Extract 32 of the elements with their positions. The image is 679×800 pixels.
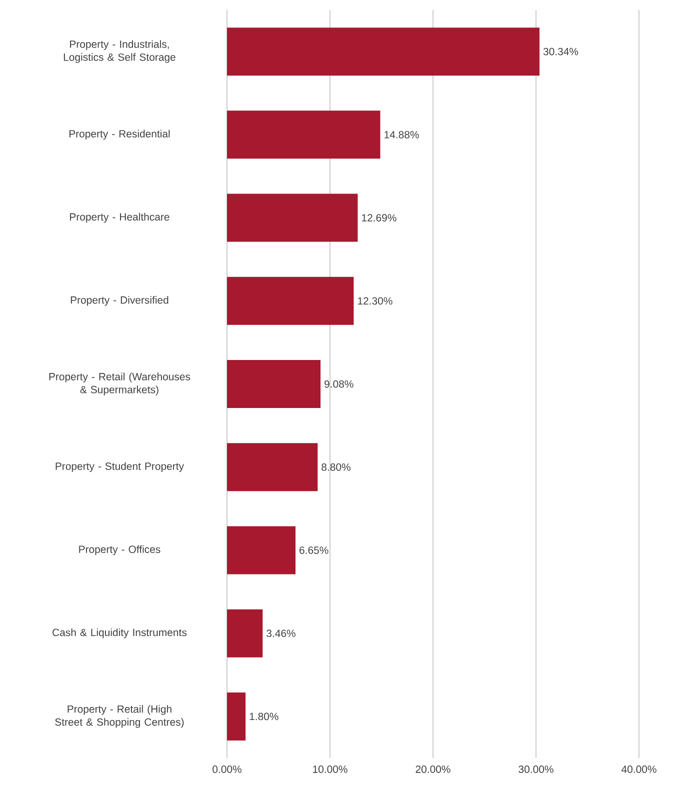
data-label: 9.08% <box>324 380 354 388</box>
data-label: 12.30% <box>358 297 392 305</box>
x-tick-label: 40.00% <box>622 766 656 773</box>
y-tick-label: Property - Residential <box>69 130 170 140</box>
bar <box>227 692 246 740</box>
data-label: 1.80% <box>250 712 278 720</box>
y-tick-label: Property - Diversified <box>70 296 168 306</box>
y-tick-label: Cash & Liquidity Instruments <box>52 628 187 638</box>
data-label: 30.34% <box>543 48 578 56</box>
data-label: 14.88% <box>384 130 419 138</box>
bar <box>227 609 263 658</box>
x-tick-label: 20.00% <box>416 766 450 773</box>
y-tick-label: Property - Retail (Warehouses & Supermarkets) <box>49 372 190 396</box>
x-tick-label: 30.00% <box>518 766 554 773</box>
data-label: 6.65% <box>300 546 328 554</box>
data-label: 12.69% <box>362 214 396 222</box>
data-label: 3.46% <box>266 630 296 638</box>
data-label: 8.80% <box>322 463 350 471</box>
bar <box>227 28 540 76</box>
bar <box>227 526 296 574</box>
y-tick-label: Property - Offices <box>79 545 160 556</box>
y-tick-label: Property - Retail (High Street & Shopping Centres) <box>55 705 184 728</box>
y-tick-label: Property - Student Property <box>56 462 184 472</box>
y-tick-label: Property - Industrials, Logistics & Self Storage <box>64 40 176 63</box>
bar <box>227 360 321 408</box>
bar <box>227 276 354 325</box>
bar <box>227 443 318 492</box>
x-tick-label: 0.00% <box>212 766 242 773</box>
x-tick-label: 10.00% <box>313 766 348 773</box>
bar <box>227 194 358 242</box>
y-tick-label: Property - Healthcare <box>70 212 170 223</box>
bar <box>227 110 380 159</box>
